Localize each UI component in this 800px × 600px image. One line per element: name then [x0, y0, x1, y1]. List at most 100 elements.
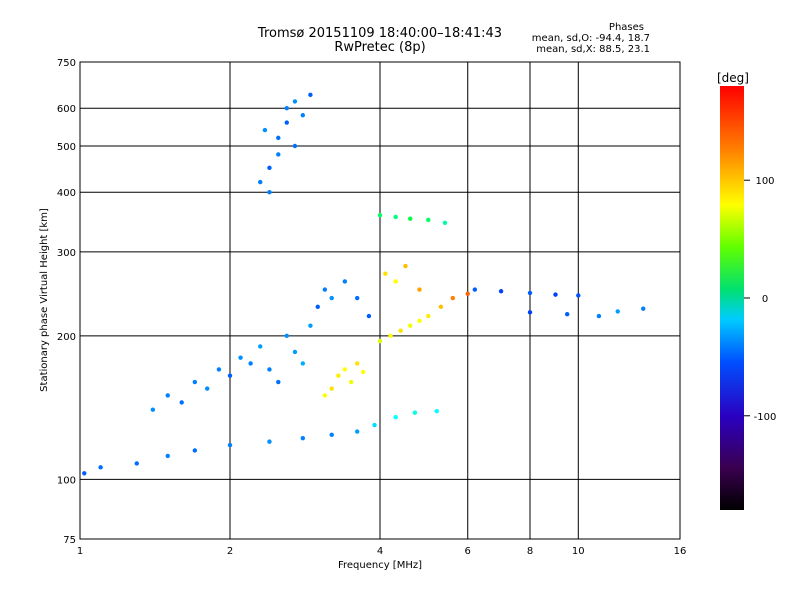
y-axis: 75 100 200 300 400 500 600 750	[57, 58, 76, 546]
data-point	[342, 367, 348, 372]
data-point	[564, 311, 570, 317]
x-tick-label: 2	[227, 546, 233, 557]
data-point	[354, 429, 360, 434]
data-point	[262, 127, 268, 133]
data-point	[284, 106, 289, 111]
data-point	[472, 287, 478, 292]
data-point	[267, 439, 272, 444]
data-point	[267, 367, 272, 372]
data-point	[576, 293, 581, 298]
data-point	[292, 99, 298, 104]
x-tick-label: 16	[674, 546, 687, 557]
stats-o-mode: mean, sd,O: -94.4, 18.7	[531, 33, 650, 44]
data-point	[393, 415, 398, 420]
data-point	[165, 453, 170, 459]
colorbar-tick-label: -100	[754, 412, 777, 423]
data-point	[192, 379, 198, 385]
data-point	[276, 152, 281, 157]
data-point	[377, 338, 383, 344]
data-point	[527, 310, 533, 315]
data-point	[348, 379, 354, 385]
data-point	[292, 349, 298, 355]
chart-title: Tromsø 20151109 18:40:00–18:41:43	[257, 26, 503, 41]
x-tick-label: 6	[465, 546, 471, 557]
data-point	[434, 408, 439, 414]
x-tick-label: 4	[377, 546, 383, 557]
data-point	[267, 165, 272, 171]
data-point	[342, 279, 348, 284]
data-point	[204, 386, 210, 391]
data-point	[300, 113, 306, 118]
data-point	[329, 432, 334, 438]
data-point	[258, 344, 263, 349]
data-point	[315, 304, 320, 310]
data-point	[300, 436, 306, 441]
data-point	[284, 333, 289, 339]
data-point	[426, 313, 431, 319]
y-tick-label: 750	[57, 58, 76, 69]
data-point	[276, 379, 281, 385]
data-point	[192, 448, 198, 453]
y-axis-label: Stationary phase Virtual Height [km]	[39, 208, 50, 392]
data-point	[438, 304, 444, 310]
y-tick-label: 400	[57, 188, 76, 199]
data-point	[393, 214, 398, 220]
grid-lines	[80, 62, 680, 539]
y-tick-label: 200	[57, 332, 76, 343]
data-point	[329, 386, 334, 391]
data-point	[553, 292, 558, 297]
x-axis: 1 2 4 6 8 10 16	[77, 546, 687, 557]
stats-x-mode: mean, sd,X: 88.5, 23.1	[536, 44, 650, 55]
data-point	[354, 295, 360, 301]
data-point	[527, 290, 533, 296]
data-point	[403, 263, 408, 269]
data-point	[383, 271, 388, 276]
data-point	[292, 143, 298, 149]
data-point	[227, 373, 233, 378]
data-point	[238, 355, 243, 360]
data-point	[412, 410, 418, 415]
data-point	[354, 361, 360, 366]
chart-subtitle: RwPretec (8p)	[334, 40, 426, 55]
data-point	[426, 217, 431, 223]
data-point	[329, 295, 334, 301]
data-point	[98, 465, 103, 470]
data-point	[165, 393, 170, 398]
data-point	[372, 422, 377, 428]
data-point	[308, 92, 313, 98]
colorbar-ticks: 100 0 -100	[744, 176, 776, 423]
data-point	[284, 120, 289, 125]
data-point	[227, 442, 233, 448]
data-point	[377, 213, 383, 218]
y-tick-label: 75	[63, 535, 76, 546]
data-point	[450, 295, 456, 301]
data-point	[308, 323, 313, 328]
data-points	[82, 92, 646, 476]
data-point	[442, 220, 448, 226]
data-point	[82, 471, 87, 476]
data-point	[258, 179, 263, 185]
data-point	[615, 309, 620, 314]
data-point	[388, 333, 393, 339]
colorbar	[720, 86, 744, 510]
y-tick-label: 500	[57, 142, 76, 153]
x-tick-label: 1	[77, 546, 83, 557]
data-point	[179, 400, 184, 405]
x-axis-label: Frequency [MHz]	[338, 560, 422, 571]
data-point	[248, 361, 253, 366]
stats-title: Phases	[608, 22, 644, 33]
colorbar-tick-label: 100	[755, 176, 774, 187]
y-tick-label: 300	[57, 248, 76, 259]
x-tick-label: 8	[527, 546, 533, 557]
data-point	[417, 287, 422, 292]
colorbar-tick-label: 0	[762, 294, 768, 305]
data-point	[596, 313, 602, 319]
colorbar-label: [deg]	[717, 71, 749, 85]
data-point	[336, 373, 341, 378]
data-point	[150, 407, 156, 412]
data-point	[276, 135, 281, 141]
data-point	[360, 369, 366, 375]
data-point	[465, 291, 470, 296]
data-point	[408, 323, 413, 328]
data-point	[300, 361, 306, 366]
